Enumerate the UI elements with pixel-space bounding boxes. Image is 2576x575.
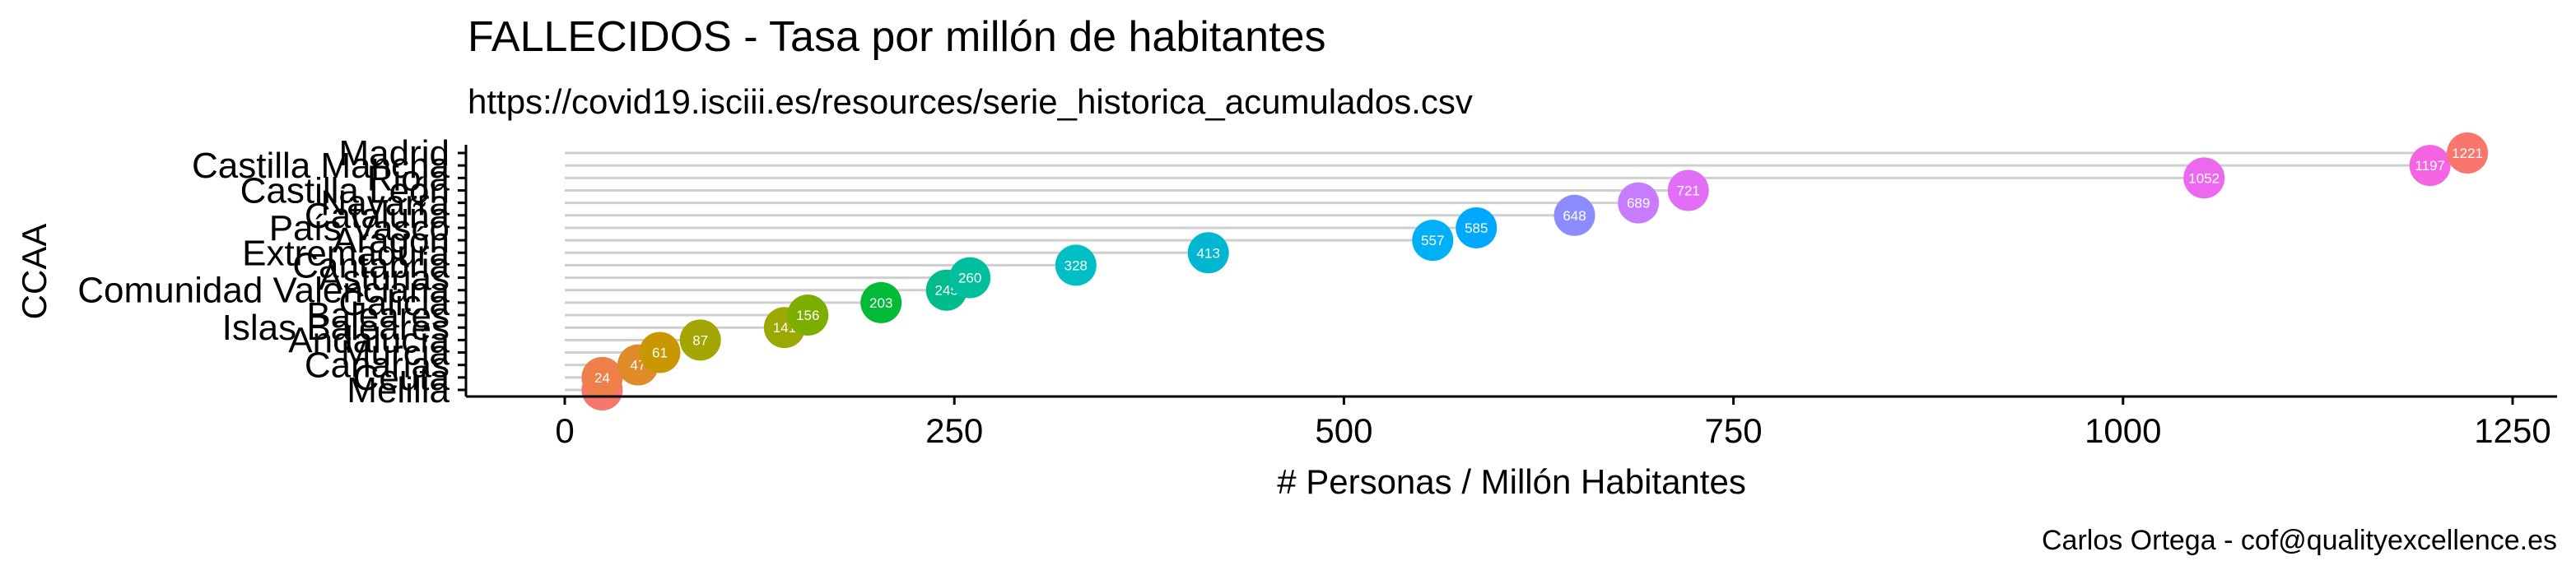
category-label: Melilla	[347, 370, 450, 410]
point-value-label: 87	[692, 332, 708, 348]
chart-caption: Carlos Ortega - cof@qualityexcellence.es	[2042, 525, 2557, 556]
data-point	[1055, 244, 1097, 286]
category-label: Extremadura	[242, 233, 450, 273]
point-value-label: 721	[1677, 183, 1700, 198]
data-point	[1554, 194, 1595, 236]
y-axis-title: CCAA	[15, 224, 54, 320]
data-point	[1412, 220, 1454, 262]
category-label: Asturias	[319, 258, 450, 299]
data-point	[2409, 145, 2451, 187]
category-label: Rioja	[367, 158, 450, 198]
point-value-label: 328	[1064, 257, 1088, 273]
chart-points: 2447618714115620324526032841355758564868…	[581, 132, 2489, 410]
x-tick-label: 500	[1315, 411, 1372, 450]
data-point	[860, 281, 902, 323]
data-point	[2183, 157, 2225, 199]
x-tick-label: 250	[925, 411, 983, 450]
point-value-label: 260	[958, 271, 981, 286]
x-axis-title: # Personas / Millón Habitantes	[1277, 462, 1746, 501]
point-value-label: 585	[1465, 220, 1488, 236]
point-value-label: 1052	[2188, 170, 2220, 186]
x-tick-label: 1000	[2085, 411, 2161, 450]
data-point	[581, 356, 623, 398]
data-point	[949, 257, 991, 299]
data-point	[1667, 169, 1709, 211]
category-label: Comunidad Valenciana	[77, 271, 450, 311]
category-label: Navarra	[321, 183, 450, 224]
point-value-label: 1197	[2415, 158, 2445, 174]
x-tick-label: 0	[555, 411, 574, 450]
data-point	[679, 319, 721, 361]
data-point	[639, 332, 681, 373]
category-label: Canarias	[305, 345, 450, 386]
data-point	[787, 294, 829, 336]
category-label: Cataluña	[305, 196, 450, 236]
category-label: Murcia	[341, 333, 450, 373]
category-label: País Vasco	[269, 208, 450, 248]
category-label: Baleares	[306, 295, 450, 336]
point-value-label: 156	[796, 308, 819, 323]
category-label: Aragón	[333, 220, 450, 261]
category-label: Islas Baleares	[222, 308, 450, 348]
category-label: Ceuta	[353, 358, 450, 398]
x-axis-ticks: 0 250 500 750 1000 1250	[555, 396, 2551, 450]
category-label: Galicia	[339, 283, 450, 323]
chart-title: FALLECIDOS - Tasa por millón de habitant…	[468, 13, 1325, 61]
category-label: Cantabria	[292, 245, 450, 285]
x-tick-label: 1250	[2474, 411, 2550, 450]
data-point	[1456, 206, 1498, 248]
x-tick-label: 750	[1705, 411, 1763, 450]
category-label: Castilla Mancha	[192, 146, 450, 186]
data-point	[2447, 132, 2489, 174]
point-value-label: 557	[1421, 233, 1444, 248]
point-value-label: 61	[652, 345, 668, 361]
data-point	[1187, 232, 1229, 274]
point-value-label: 413	[1197, 245, 1220, 261]
category-label: Andalucía	[288, 320, 450, 360]
category-label: Madrid	[339, 133, 450, 174]
data-point	[1618, 182, 1660, 224]
chart-subtitle: https://covid19.isciii.es/resources/seri…	[468, 82, 1473, 121]
category-label: Castilla León	[240, 170, 450, 211]
point-value-label: 648	[1563, 208, 1586, 224]
point-value-label: 203	[869, 295, 892, 311]
point-value-label: 24	[594, 370, 610, 386]
point-value-label: 1221	[2452, 146, 2483, 161]
point-value-label: 689	[1627, 196, 1650, 211]
